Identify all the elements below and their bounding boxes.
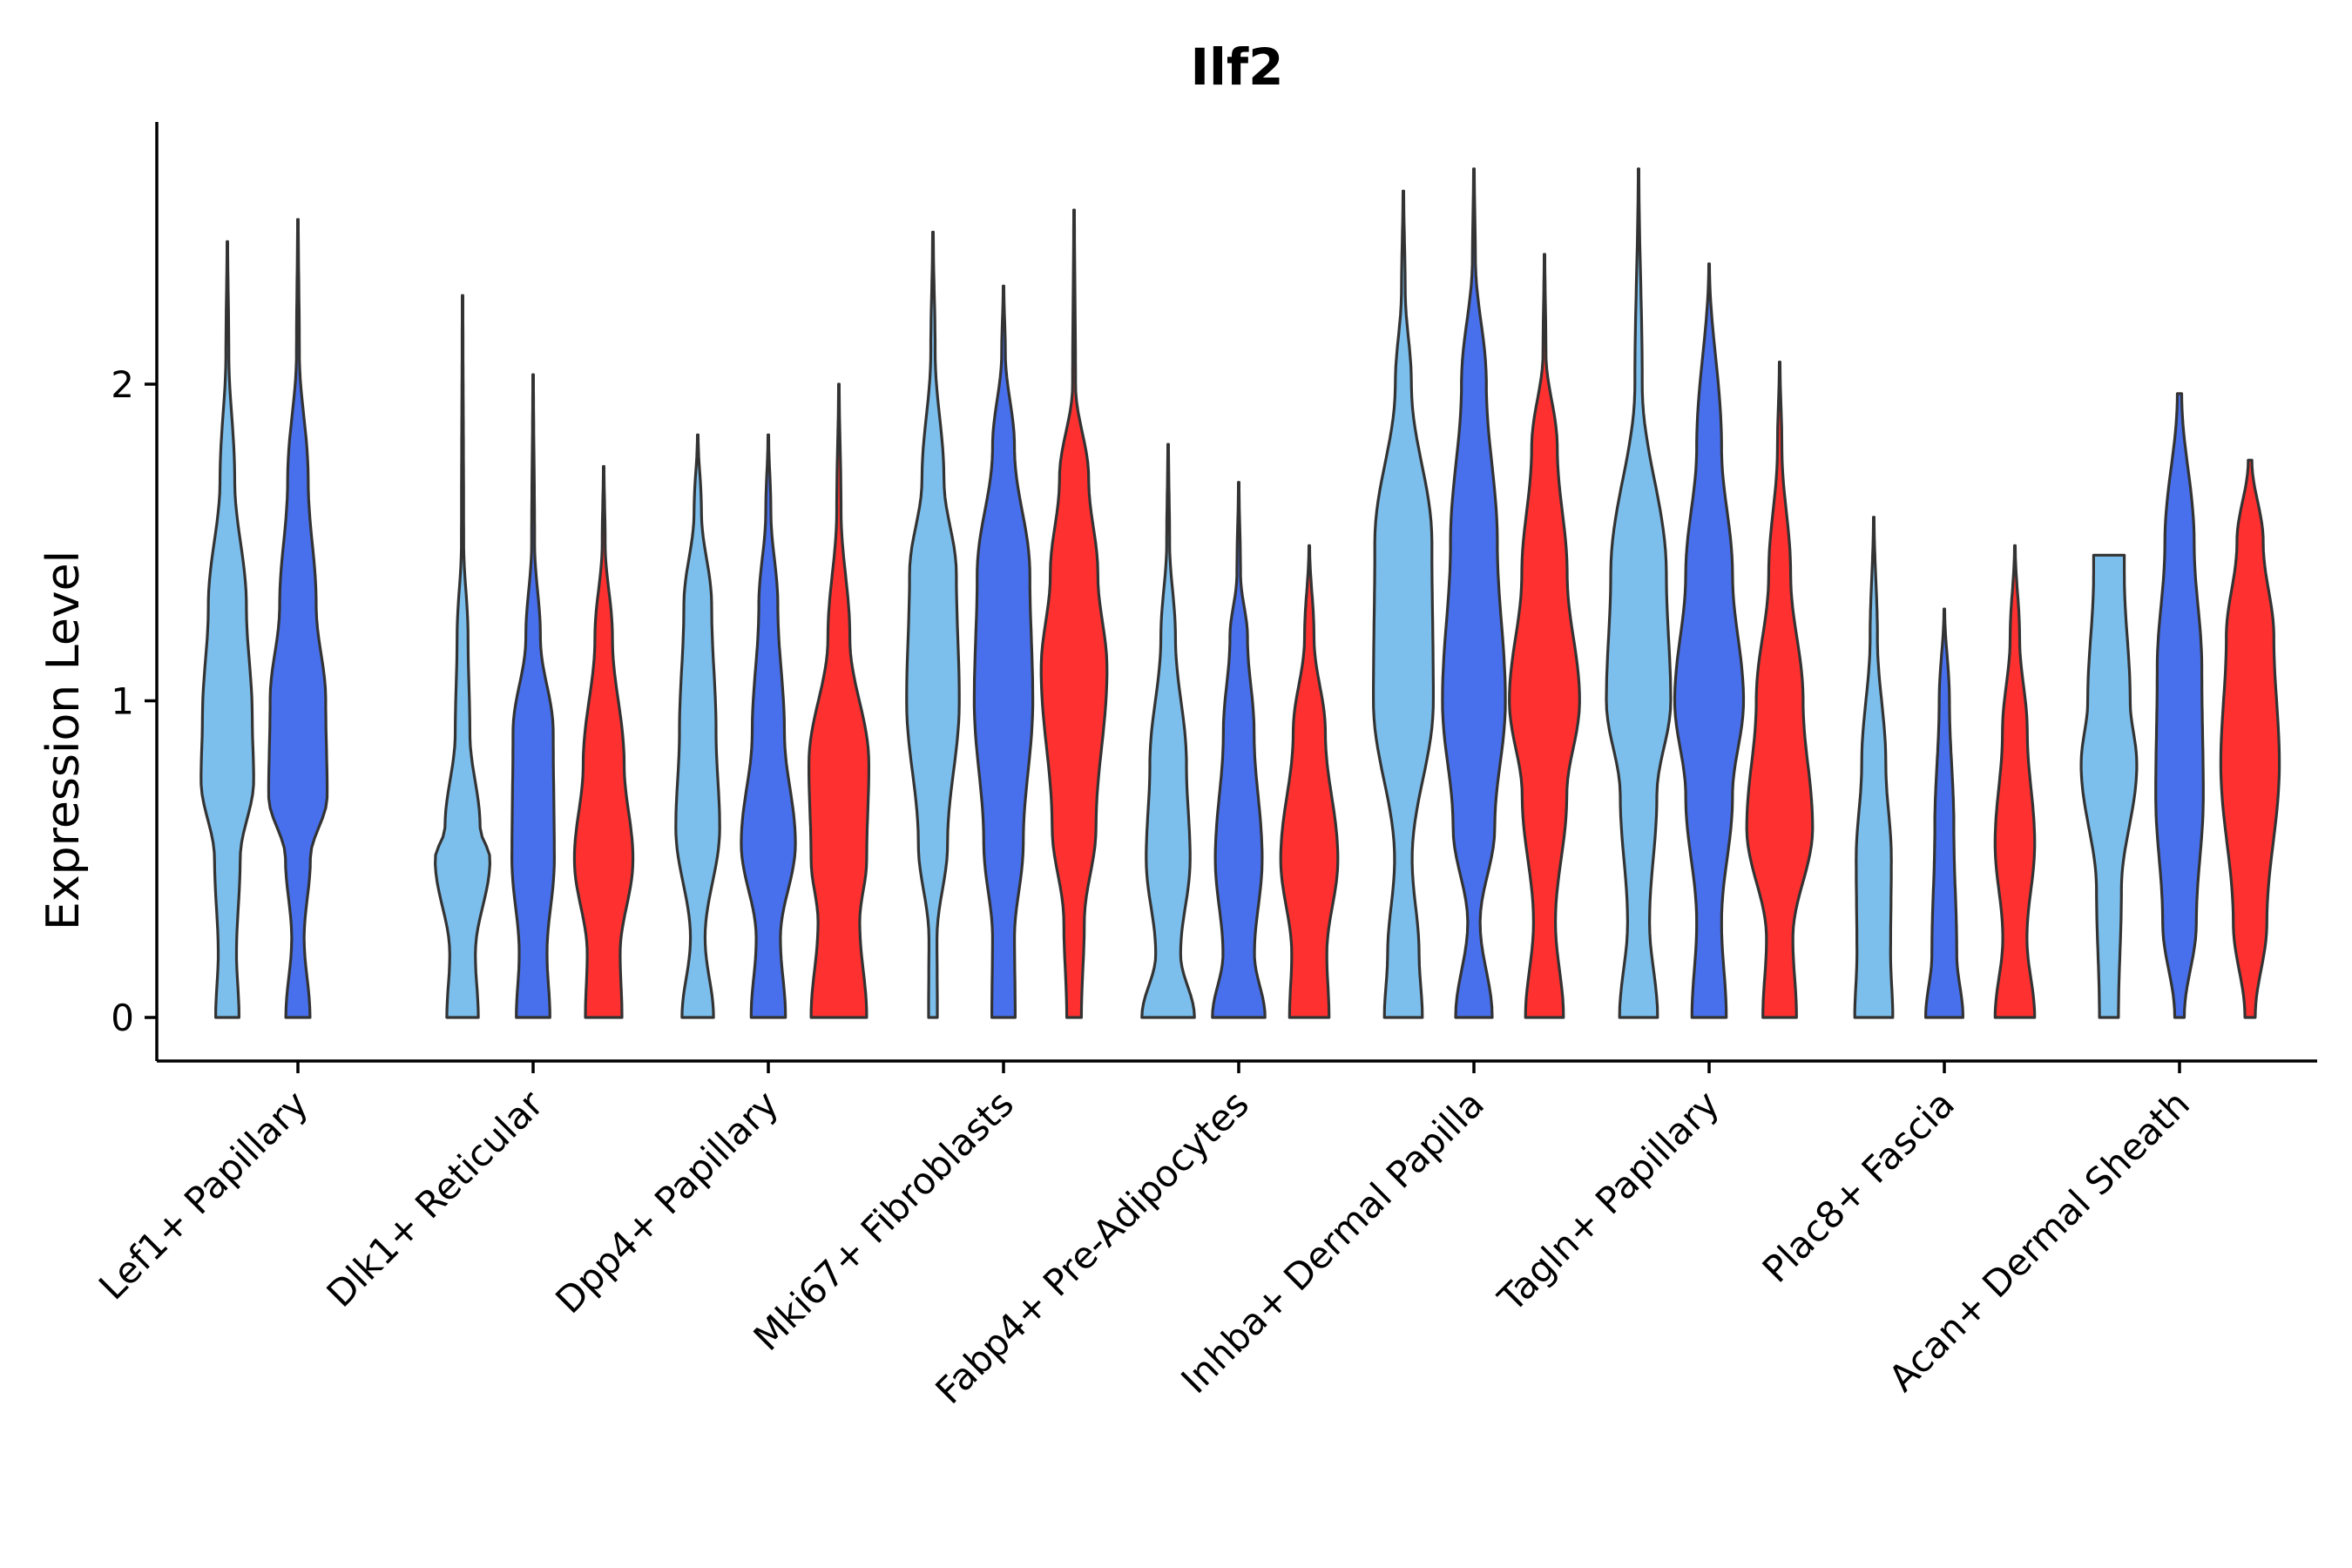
violin-2-3 — [572, 464, 635, 1019]
violin-3-2 — [740, 433, 797, 1019]
x-tick-label: Dlk1+ Reticular — [319, 1082, 552, 1315]
violin-4-1 — [905, 230, 961, 1019]
violin-6-2 — [1441, 167, 1507, 1019]
violin-8-3 — [1993, 544, 2037, 1019]
violin-8-1 — [1853, 516, 1895, 1019]
x-tick-label: Dpp4+ Papillary — [547, 1082, 787, 1321]
x-tick-label: Mki67+ Fibroblasts — [746, 1082, 1022, 1358]
violin-2-2 — [510, 373, 556, 1019]
x-tick-label: Tagln+ Papillary — [1490, 1082, 1727, 1320]
violin-6-3 — [1508, 253, 1581, 1019]
x-tick-label: Plac8+ Fascia — [1754, 1082, 1963, 1290]
chart-title: Ilf2 — [1190, 37, 1283, 97]
violin-1-1 — [199, 240, 255, 1019]
violin-1-2 — [267, 218, 329, 1019]
y-tick-label: 1 — [111, 680, 134, 723]
violin-7-3 — [1745, 361, 1815, 1019]
violin-9-2 — [2154, 392, 2205, 1019]
violin-5-2 — [1211, 481, 1267, 1019]
violin-4-2 — [972, 284, 1035, 1019]
violin-5-1 — [1140, 443, 1196, 1019]
violin-7-2 — [1673, 262, 1746, 1019]
violin-5-3 — [1279, 544, 1340, 1019]
violin-3-3 — [808, 382, 870, 1019]
violin-6-1 — [1372, 189, 1435, 1019]
y-axis-label: Expression Level — [37, 551, 90, 930]
violin-layer — [199, 167, 2281, 1019]
x-tick-label: Lef1+ Papillary — [91, 1082, 316, 1308]
violin-2-1 — [434, 294, 491, 1019]
violin-3-1 — [674, 433, 721, 1019]
violin-7-1 — [1605, 167, 1673, 1019]
y-tick-label: 2 — [111, 363, 134, 406]
violin-8-2 — [1924, 607, 1964, 1019]
y-tick-label: 0 — [111, 997, 134, 1039]
violin-4-3 — [1039, 208, 1109, 1019]
violin-9-3 — [2219, 458, 2281, 1019]
violin-9-1 — [2079, 553, 2139, 1019]
